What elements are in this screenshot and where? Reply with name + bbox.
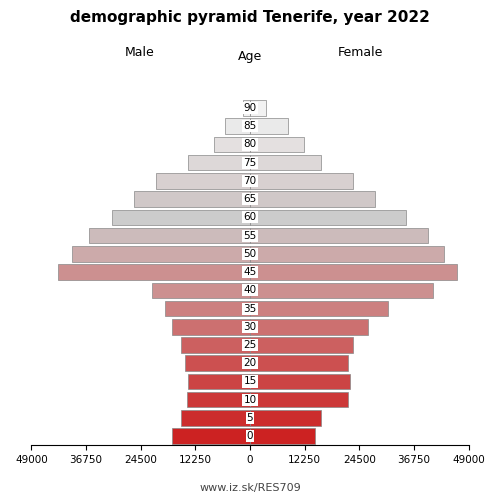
Bar [58,264,250,280]
Bar [72,246,250,262]
Bar [172,319,250,334]
Bar [186,392,250,407]
Text: 45: 45 [244,267,256,277]
Bar [90,228,250,244]
Bar [250,374,350,389]
Bar [250,392,348,407]
Text: 70: 70 [244,176,256,186]
Text: 55: 55 [244,230,256,240]
Bar [181,410,250,426]
Bar [186,356,250,371]
Bar [250,210,406,225]
Text: 25: 25 [244,340,256,350]
Text: 85: 85 [244,121,256,131]
Bar [188,374,250,389]
Bar [250,173,352,188]
Bar [250,301,388,316]
Bar [250,428,314,444]
Text: 50: 50 [244,249,256,259]
Bar [250,264,458,280]
Bar [244,100,250,116]
Text: Male: Male [125,46,155,59]
Title: Age: Age [238,50,262,63]
Text: 90: 90 [244,103,256,113]
Text: 35: 35 [244,304,256,314]
Bar [250,338,352,353]
Text: 65: 65 [244,194,256,204]
Text: 20: 20 [244,358,256,368]
Bar [156,173,250,188]
Text: 30: 30 [244,322,256,332]
Bar [134,192,250,207]
Bar [250,228,428,244]
Text: 5: 5 [246,413,254,423]
Bar [250,410,322,426]
Text: 40: 40 [244,286,256,296]
Bar [250,356,348,371]
Bar [226,118,250,134]
Text: 0: 0 [246,431,253,441]
Text: www.iz.sk/RES709: www.iz.sk/RES709 [199,482,301,492]
Bar [250,136,304,152]
Text: 75: 75 [244,158,256,168]
Bar [152,282,250,298]
Bar [250,155,322,170]
Bar [250,282,433,298]
Bar [188,155,250,170]
Bar [181,338,250,353]
Bar [250,319,368,334]
Text: 60: 60 [244,212,256,222]
Text: Female: Female [338,46,382,59]
Bar [214,136,250,152]
Bar [172,428,250,444]
Text: 10: 10 [244,394,256,404]
Bar [250,118,288,134]
Bar [250,192,375,207]
Bar [165,301,250,316]
Bar [250,100,266,116]
Text: demographic pyramid Tenerife, year 2022: demographic pyramid Tenerife, year 2022 [70,10,430,25]
Bar [250,246,444,262]
Text: 80: 80 [244,140,256,149]
Bar [112,210,250,225]
Text: 15: 15 [244,376,256,386]
